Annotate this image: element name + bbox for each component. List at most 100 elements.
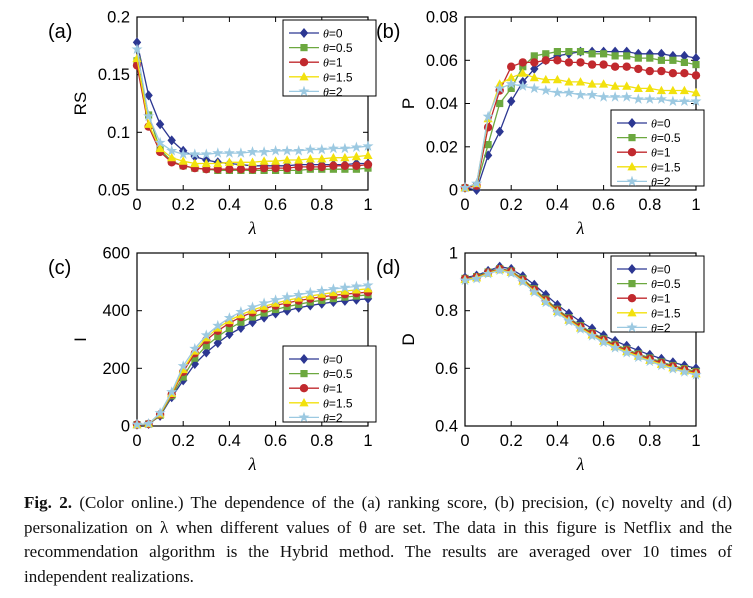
- marker-circle: [576, 58, 585, 67]
- y-tick-label: 0.08: [426, 9, 458, 27]
- marker-triangle: [328, 152, 338, 162]
- panel-label: (c): [48, 257, 71, 279]
- marker-star: [551, 86, 563, 98]
- marker-square: [519, 63, 527, 71]
- marker-circle: [541, 56, 550, 65]
- y-tick-label: 0.2: [107, 9, 130, 27]
- y-tick-label: 0.06: [426, 52, 458, 70]
- marker-triangle: [259, 301, 269, 310]
- marker-circle: [634, 64, 643, 74]
- marker-star: [482, 268, 494, 279]
- marker-triangle: [294, 293, 304, 302]
- marker-square: [214, 333, 222, 341]
- series-theta-4: [131, 279, 374, 430]
- marker-star: [459, 182, 471, 193]
- marker-square: [623, 52, 631, 60]
- marker-triangle: [299, 398, 309, 407]
- marker-diamond: [627, 264, 637, 274]
- x-tick-label: 0.8: [310, 432, 333, 450]
- figure-caption-label: Fig. 2.: [24, 493, 72, 512]
- marker-square: [634, 54, 642, 62]
- x-tick-label: 0.6: [592, 432, 615, 450]
- marker-diamond: [680, 50, 689, 61]
- legend-label: θ=1.5: [323, 70, 353, 84]
- marker-triangle: [247, 157, 258, 166]
- marker-triangle: [552, 74, 562, 84]
- legend-label: θ=0: [651, 263, 671, 277]
- marker-triangle: [178, 156, 188, 165]
- marker-triangle: [679, 85, 689, 95]
- marker-square: [300, 44, 308, 52]
- marker-triangle: [201, 158, 211, 168]
- marker-star: [505, 78, 517, 89]
- panel-b-precision: 0 0.2 0.4 0.6 0.8 1 0 0.02 0.04 0.06 0.08 λ P (b) θ=0 θ…: [348, 4, 708, 238]
- legend-label: θ=0: [323, 353, 343, 367]
- marker-triangle: [627, 162, 637, 171]
- marker-triangle: [363, 150, 373, 159]
- marker-star: [223, 312, 235, 323]
- marker-triangle: [155, 143, 165, 153]
- marker-diamond: [363, 293, 373, 304]
- marker-diamond: [155, 119, 165, 130]
- legend-label: θ=0.5: [323, 367, 353, 381]
- series-theta-4: [131, 43, 374, 159]
- legend-label: θ=0.5: [651, 277, 681, 291]
- marker-triangle: [541, 74, 551, 84]
- marker-circle: [645, 66, 654, 76]
- marker-circle: [299, 58, 309, 67]
- x-tick-label: 0.4: [546, 432, 569, 450]
- marker-square: [179, 373, 187, 381]
- marker-square: [628, 280, 636, 288]
- marker-circle: [340, 161, 350, 170]
- marker-square: [576, 48, 585, 56]
- marker-triangle: [224, 157, 234, 166]
- marker-triangle: [587, 79, 597, 88]
- marker-square: [260, 309, 268, 317]
- marker-star: [270, 294, 282, 305]
- marker-star: [327, 142, 339, 154]
- marker-square: [530, 52, 538, 60]
- marker-triangle: [299, 72, 309, 81]
- marker-star: [339, 142, 351, 154]
- y-tick-label: 1: [449, 245, 458, 263]
- marker-circle: [299, 384, 309, 393]
- y-tick-label: 0.6: [435, 360, 458, 378]
- series-theta-1: [461, 48, 700, 192]
- marker-star: [166, 145, 178, 156]
- x-tick-label: 0.6: [264, 196, 287, 214]
- chart-b: 0 0.2 0.4 0.6 0.8 100.020.040.060.08λP(b)θ=0θ…: [376, 9, 705, 238]
- marker-star: [154, 407, 166, 418]
- marker-square: [496, 99, 504, 108]
- marker-star: [212, 147, 224, 158]
- marker-square: [202, 342, 210, 350]
- marker-circle: [530, 58, 539, 67]
- marker-diamond: [299, 354, 309, 364]
- marker-square: [657, 56, 665, 64]
- marker-star: [143, 417, 155, 429]
- marker-star: [655, 93, 667, 104]
- axes-box: [464, 252, 697, 427]
- marker-triangle: [633, 83, 643, 92]
- marker-star: [235, 306, 247, 317]
- marker-square: [225, 324, 233, 333]
- marker-circle: [668, 69, 678, 78]
- marker-star: [212, 319, 224, 331]
- legend-label: θ=1: [651, 292, 671, 306]
- y-tick-label: 0.05: [98, 182, 130, 200]
- marker-star: [166, 386, 178, 397]
- legend-label: θ=0: [323, 27, 343, 41]
- x-tick-label: 0.2: [172, 432, 195, 450]
- marker-circle: [317, 162, 326, 172]
- marker-star: [540, 84, 552, 96]
- marker-diamond: [144, 90, 153, 101]
- legend-label: θ=1.5: [651, 160, 681, 174]
- marker-star: [258, 146, 270, 157]
- x-tick-label: 0: [132, 432, 141, 450]
- x-tick-label: 0.2: [172, 196, 195, 214]
- x-tick-label: 1: [363, 432, 372, 450]
- marker-triangle: [190, 158, 200, 168]
- marker-square: [600, 50, 608, 58]
- marker-star: [362, 140, 374, 151]
- marker-star: [327, 283, 339, 294]
- y-tick-label: 0.8: [435, 302, 458, 320]
